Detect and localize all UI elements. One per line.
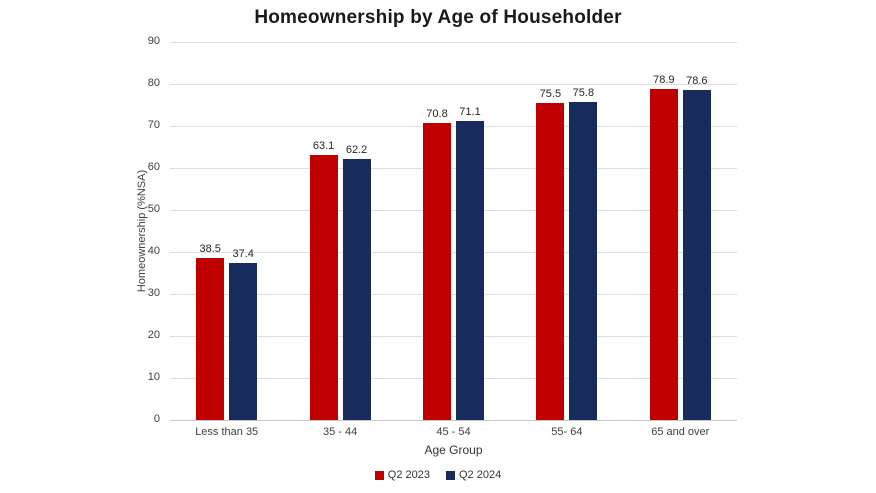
gridline (170, 210, 737, 211)
bar-q2-2024 (229, 262, 258, 420)
bar-q2-2023 (649, 88, 678, 420)
y-tick-label: 50 (147, 203, 160, 215)
gridline (170, 378, 737, 379)
legend-label: Q2 2023 (387, 469, 430, 481)
legend-label: Q2 2024 (459, 469, 502, 481)
gridline (170, 294, 737, 295)
bar-value-label: 71.1 (459, 106, 481, 119)
x-tick-label: 65 and over (651, 426, 710, 438)
bar-value-label: 37.4 (232, 247, 254, 260)
bar-q2-2024 (569, 101, 598, 420)
legend: Q2 2023 Q2 2024 (0, 469, 876, 481)
bar-value-label: 75.5 (539, 87, 562, 100)
x-tick-label: Less than 35 (195, 426, 259, 438)
bar-q2-2023 (196, 258, 225, 420)
legend-item: Q2 2023 (374, 469, 430, 481)
gridline (170, 84, 737, 85)
gridline (170, 126, 737, 127)
bar-q2-2023 (536, 102, 565, 420)
y-tick-label: 60 (147, 161, 160, 173)
y-tick-label: 0 (153, 413, 160, 425)
plot-area: 38.5 37.4 63.1 62.2 70.8 71.1 75.5 75.8 78.9 78.6 (170, 42, 737, 421)
x-axis-title: Age Group (424, 443, 483, 457)
y-tick-label: 10 (147, 371, 160, 383)
gridline (170, 252, 737, 253)
bar-value-label: 70.8 (426, 107, 448, 120)
bar-q2-2023 (423, 122, 451, 420)
y-tick-label: 90 (147, 35, 160, 47)
bar-q2-2023 (309, 154, 338, 420)
legend-item: Q2 2024 (446, 469, 501, 481)
bar-q2-2024 (682, 89, 711, 420)
y-tick-label: 20 (147, 329, 160, 341)
y-axis-title: Homeownership (%NSA) (136, 169, 148, 293)
bar-q2-2024 (456, 121, 484, 420)
bar-value-label: 78.9 (653, 73, 675, 86)
bar-value-label: 38.5 (199, 243, 221, 256)
bar-value-label: 75.8 (572, 86, 595, 99)
chart-title: Homeownership by Age of Householder (254, 7, 622, 28)
x-tick-label: 55- 64 (551, 426, 583, 438)
x-tick-label: 35 - 44 (322, 426, 358, 438)
y-tick-label: 70 (147, 119, 160, 131)
y-tick-label: 80 (147, 77, 160, 89)
legend-swatch-icon (374, 470, 384, 480)
gridline (170, 42, 737, 43)
y-tick-label: 40 (147, 245, 160, 257)
legend-swatch-icon (446, 470, 455, 480)
bar-q2-2024 (342, 158, 371, 420)
bar-value-label: 63.1 (312, 139, 335, 152)
bar-value-label: 62.2 (345, 143, 368, 156)
gridline (170, 336, 737, 337)
bar-value-label: 78.6 (686, 74, 708, 87)
y-tick-label: 30 (147, 287, 160, 299)
gridline (170, 168, 737, 169)
x-tick-label: 45 - 54 (436, 426, 471, 438)
